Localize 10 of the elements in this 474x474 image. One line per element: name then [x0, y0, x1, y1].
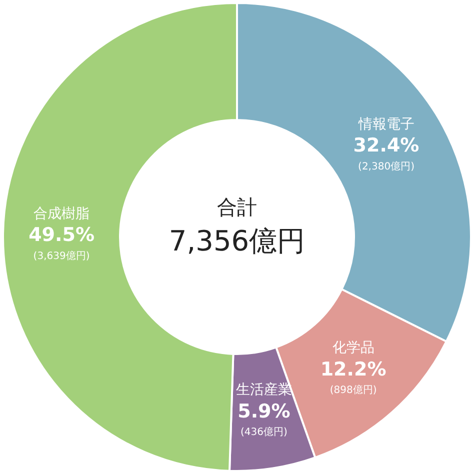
slice-label: 化学品 — [332, 340, 374, 356]
text: 合計 — [217, 195, 257, 220]
data-label: 12.2% (898億円) — [320, 358, 386, 396]
slice-label: 生活産業 — [236, 382, 292, 398]
slice-label: 合成樹脂 — [34, 206, 90, 222]
data-label: 49.5% (3,639億円) — [28, 224, 94, 262]
slice-label: 情報電子 — [357, 116, 414, 132]
text: 7,356億円 — [168, 224, 306, 258]
data-label: 32.4% (2,380億円) — [353, 134, 420, 172]
data-label: 5.9% (436億円) — [238, 400, 290, 438]
